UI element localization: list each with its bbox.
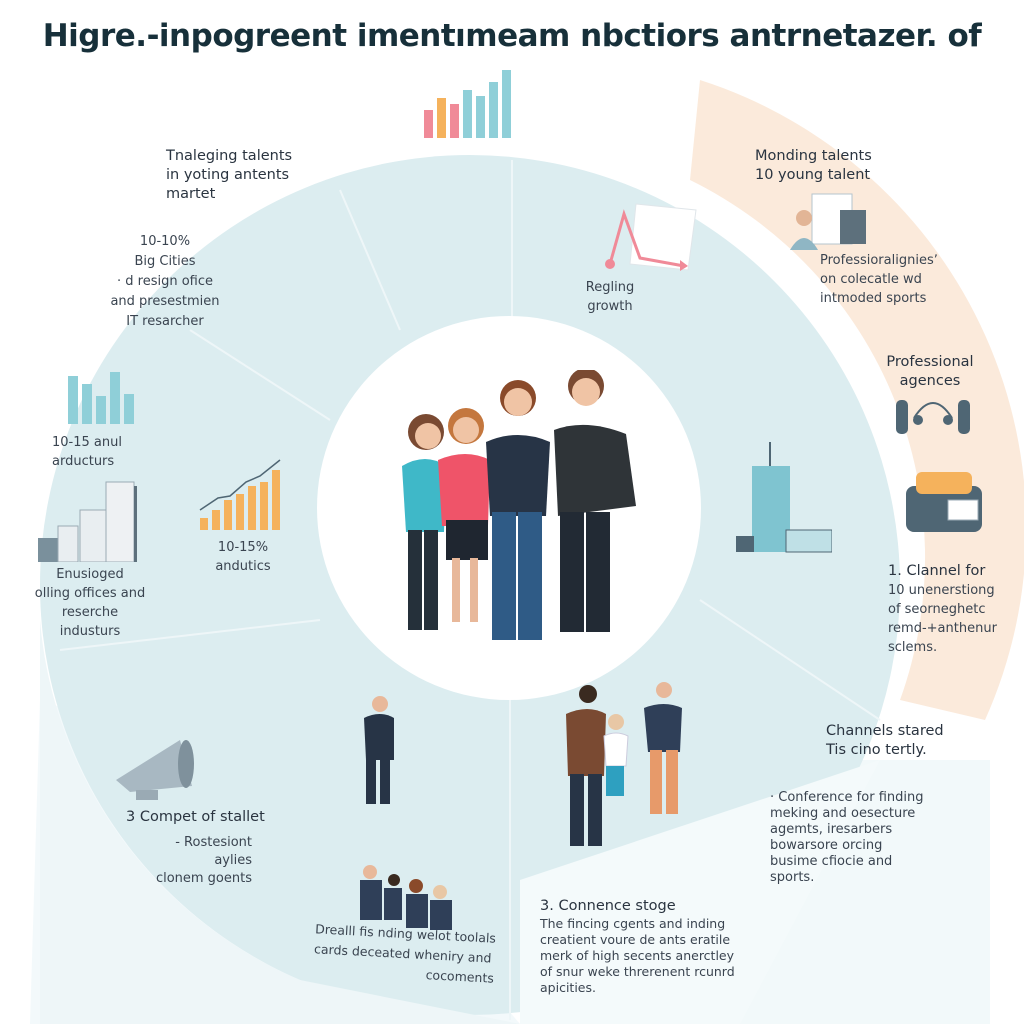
text-line: Big Cities [134, 254, 196, 269]
rising-text: Regling growth [580, 278, 640, 316]
text-line: sports. [770, 870, 815, 885]
text-line: arducturs [52, 454, 115, 469]
connence-heading: 3. Connence stoge [540, 898, 676, 914]
text-line: The fincing cgents and inding [540, 916, 726, 931]
text-line: agences [899, 373, 961, 389]
text-line: bowarsore orcing [770, 838, 883, 853]
ring-dividers [59, 160, 881, 1020]
text-line: on colecatle wd [820, 272, 922, 287]
text-line: · d resign ofice [116, 274, 213, 289]
top-left-stats: 10-10% Big Cities · d resign ofice and p… [90, 232, 240, 332]
growth-text: 10-15% andutics [200, 538, 286, 576]
top-right-text: Professioraligniesʼ on colecatle wd intm… [820, 251, 938, 308]
text-line: apicities. [540, 980, 596, 995]
header-bar-chart-icon [424, 70, 511, 138]
text-line: and presestmien [110, 294, 220, 309]
text-line: martet [166, 186, 216, 202]
agencies-heading: Professional agences [870, 353, 990, 391]
resume-icon [790, 193, 866, 250]
text-line: creatient voure de ants eratile [540, 932, 731, 947]
connence-text: 3. Connence stoge The fincing cgents and… [540, 898, 735, 996]
peach-arc [690, 80, 1024, 720]
headset-icon [896, 400, 970, 434]
team-group-illustration [402, 370, 636, 640]
megaphone-icon [116, 740, 194, 800]
page-title: Higre.-inpogreent imentımeam nbctiors an… [42, 18, 982, 54]
left-bars-text: 10-15 anul arducturs [52, 433, 122, 471]
conversation-group-illustration [566, 682, 682, 846]
meeting-text: Drealll fis nding welot toolals cards de… [313, 919, 497, 988]
compet-heading: 3 Compet of stallet [126, 809, 265, 825]
text-line: Enusioged [56, 567, 124, 582]
text-line: of seorneghetc [888, 602, 986, 617]
office-tower-icon [736, 442, 832, 553]
text-line: of snur weke threrenent rcunrd [540, 964, 735, 979]
text-line: busime cfiocie and [770, 854, 893, 869]
text-line: Channels stared [826, 723, 944, 739]
text-line: 10-15% [217, 540, 269, 555]
text-line: sclems. [888, 640, 938, 655]
person-1 [402, 414, 446, 630]
person-3 [486, 380, 550, 640]
server-icon [906, 472, 982, 532]
text-line: 10 unenerstiong [888, 583, 995, 598]
buildings-icon [38, 481, 137, 562]
bar-chart-icon [68, 372, 134, 424]
text-line: Tnaleging talents [166, 148, 293, 164]
compet-text: - Rostesiont aylies clonem goents [152, 834, 252, 888]
text-line: remd-+anthenur [888, 621, 997, 636]
text-line: intmoded sports [820, 291, 927, 306]
text-line: Regling [585, 280, 635, 295]
text-line: reserche industurs [59, 605, 121, 639]
channel-heading: 1. Clannel for [888, 563, 986, 579]
text-line: merk of high secents anerctley [540, 948, 735, 963]
growth-chart-icon [199, 459, 281, 530]
text-line: Monding talents [755, 148, 872, 164]
text-line: 10-10% [139, 234, 191, 249]
text-line: 10-15 anul [52, 435, 122, 450]
text-line: Tis cino tertly. [826, 742, 927, 758]
text-line: - Rostesiont aylies [175, 835, 252, 868]
text-line: in yoting antents [166, 167, 290, 183]
text-line: 10 young talent [755, 167, 871, 183]
person-4 [554, 370, 636, 632]
growth-arrow-icon [605, 203, 697, 271]
text-line: IT resarcher [126, 314, 204, 329]
text-line: Professioraligniesʼ [820, 253, 938, 268]
text-line: growth [587, 299, 633, 314]
text-line: Professional [886, 354, 974, 370]
lower-mid-sector [520, 760, 880, 1024]
text-line: andutics [215, 559, 271, 574]
person-2 [438, 408, 490, 622]
left-buildings-text: Enusioged olling offices and reserche in… [30, 565, 150, 641]
top-left-heading: Tnaleging talents in yoting antents mart… [166, 147, 292, 204]
text-line: · Conference for finding [770, 790, 924, 805]
text-line: olling offices and [34, 586, 146, 601]
business-group-icon [360, 865, 452, 930]
lower-left-fade [40, 620, 520, 1024]
text-line: clonem goents [155, 871, 252, 886]
channels-stared-heading: Channels stared Tis cino tertly. [826, 722, 944, 760]
businessman-icon [364, 696, 394, 804]
top-right-heading: Monding talents 10 young talent [755, 147, 872, 185]
text-line: agemts, iresarbers [770, 822, 893, 837]
channel-text: 1. Clannel for 10 unenerstiong of seorne… [888, 562, 997, 657]
text-line: meking and oesecture [770, 806, 916, 821]
channels-stared-text: · Conference for finding meking and oese… [770, 790, 923, 886]
